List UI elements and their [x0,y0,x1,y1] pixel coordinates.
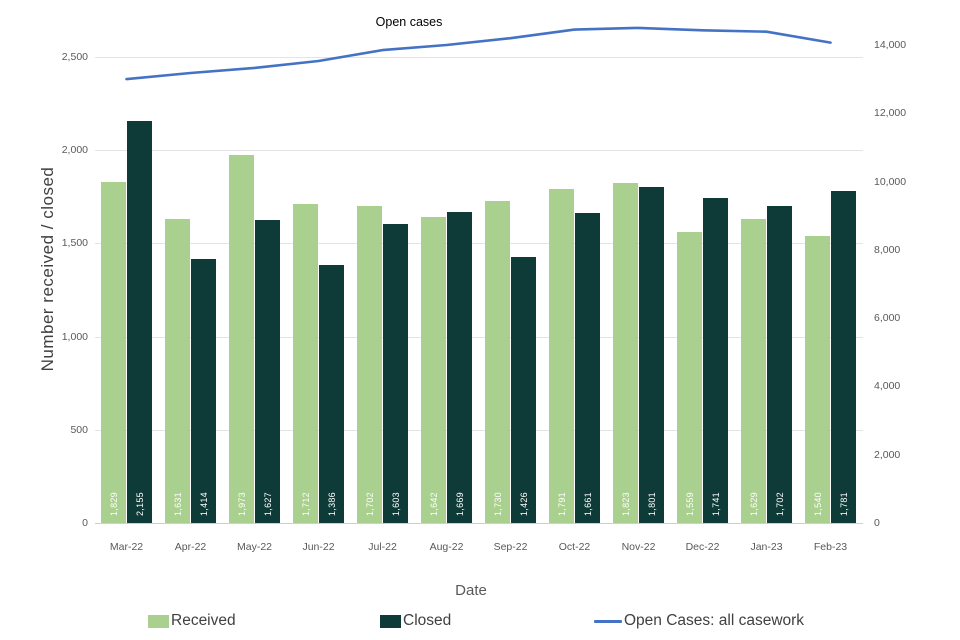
bar-value-label: 1,414 [198,491,209,516]
bar-closed: 1,781 [831,191,856,523]
bar-value-label: 1,829 [108,491,119,516]
bar-closed: 1,386 [319,264,344,523]
legend-item-received: Received [148,612,236,630]
x-axis-line [94,523,863,524]
gridline [94,150,863,152]
bar-value-label: 1,661 [582,491,593,516]
x-axis-tick-label: Dec-22 [685,541,720,553]
left-axis-tick-label: 0 [82,517,88,529]
right-axis-tick-label: 10,000 [874,175,907,188]
x-axis-tick-label: Jan-23 [750,541,783,553]
gridline [94,243,863,245]
legend-label: Open Cases: all casework [624,612,805,629]
bar-received: 1,712 [293,203,318,523]
bar-value-label: 1,702 [364,491,375,516]
x-axis-tick-label: Feb-23 [813,541,848,553]
bar-value-label: 1,603 [390,491,401,516]
x-axis-tick-label: May-22 [236,541,273,553]
right-axis-tick-label: 6,000 [874,312,901,325]
bar-value-label: 1,631 [172,491,183,516]
gridline [94,57,863,58]
bar-received: 1,829 [101,182,126,523]
left-axis-tick-label: 2,500 [61,51,88,63]
bar-received: 1,702 [357,205,382,523]
x-axis-tick-label: Nov-22 [621,541,656,553]
bar-received: 1,559 [677,232,702,523]
left-axis-tick-label: 1,000 [61,330,88,343]
bar-received: 1,791 [549,189,574,523]
bar-value-label: 1,973 [236,491,247,516]
right-axis-tick-label: 12,000 [874,107,907,120]
legend-line-marker-icon [594,619,622,623]
bar-closed: 2,155 [127,121,152,523]
x-axis-tick-label: Mar-22 [109,541,144,553]
bar-value-label: 1,642 [428,491,439,516]
right-axis-tick-label: 8,000 [874,243,901,256]
bar-closed: 1,627 [255,219,280,523]
left-axis-tick-label: 500 [70,423,88,436]
bar-value-label: 1,386 [326,491,337,516]
legend-label: Received [171,612,236,629]
bar-value-label: 1,540 [812,491,823,516]
x-axis-tick-label: Jul-22 [368,541,397,553]
legend-swatch-icon [148,614,169,628]
bar-value-label: 1,559 [684,491,695,516]
legend-item-open-cases-all-casework: Open Cases: all casework [594,612,804,630]
bar-value-label: 1,823 [620,491,631,516]
left-axis-tick-label: 2,000 [61,144,88,157]
bar-value-label: 1,669 [454,491,465,516]
bar-received: 1,642 [421,216,446,523]
open-cases-line [125,26,832,81]
bar-value-label: 1,801 [646,491,657,516]
bar-value-label: 1,627 [262,491,273,516]
bar-received: 1,629 [741,219,766,523]
bar-value-label: 1,426 [518,491,529,516]
bar-value-label: 1,781 [838,491,849,516]
x-axis-title: Date [455,582,487,599]
legend-label: Closed [403,612,452,629]
bar-received: 1,973 [229,155,254,523]
right-axis-tick-label: 14,000 [874,39,907,51]
gridline [94,429,863,431]
bar-closed: 1,603 [383,224,408,523]
x-axis-tick-label: Apr-22 [174,541,207,553]
bar-value-label: 1,629 [748,491,759,516]
bar-received: 1,823 [613,183,638,523]
bar-value-label: 1,730 [492,491,503,516]
right-axis-tick-label: 0 [874,517,880,529]
bar-closed: 1,426 [511,257,536,523]
bar-received: 1,631 [165,218,190,523]
bar-received: 1,540 [805,235,830,523]
x-axis-tick-label: Aug-22 [429,541,464,553]
bar-closed: 1,741 [703,198,728,523]
bar-value-label: 1,702 [774,491,785,516]
bar-closed: 1,661 [575,213,600,523]
x-axis-tick-label: Jun-22 [302,541,335,553]
x-axis-tick-label: Oct-22 [558,541,591,553]
bar-value-label: 1,791 [556,491,567,516]
bar-received: 1,730 [485,200,510,523]
gridline [94,336,863,338]
bar-closed: 1,801 [639,187,664,523]
right-axis-tick-label: 4,000 [874,380,901,393]
bar-value-label: 1,712 [300,491,311,516]
bar-closed: 1,414 [191,259,216,523]
bar-value-label: 1,741 [710,491,721,516]
bar-closed: 1,669 [447,211,472,523]
chart-title: Open cases [375,15,443,29]
legend-item-closed: Closed [380,612,451,630]
right-axis-tick-label: 2,000 [874,448,901,461]
x-axis-tick-label: Sep-22 [493,541,528,553]
left-axis-tick-label: 1,500 [61,237,88,250]
bar-value-label: 2,155 [134,491,145,516]
legend-swatch-icon [380,614,401,628]
bar-closed: 1,702 [767,205,792,523]
